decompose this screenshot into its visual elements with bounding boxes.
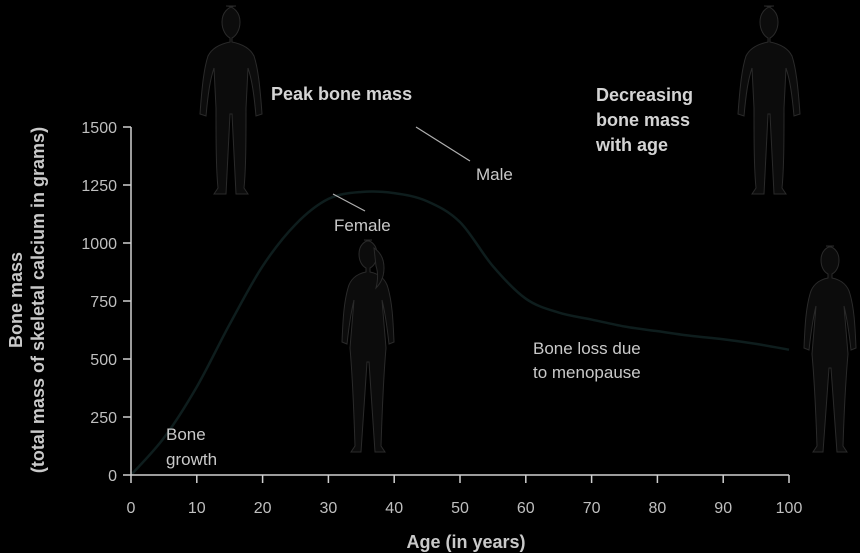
x-tick-label: 40 xyxy=(385,500,403,517)
x-tick-label: 60 xyxy=(517,500,535,517)
male-silhouette-old xyxy=(737,5,801,195)
y-tick-label: 0 xyxy=(108,468,117,485)
x-tick-label: 30 xyxy=(320,500,338,517)
annotation-bone-loss-2: to menopause xyxy=(533,363,641,382)
x-axis-title: Age (in years) xyxy=(406,532,525,552)
annotation-male: Male xyxy=(476,165,513,184)
x-tick-label: 0 xyxy=(127,500,136,517)
annotation-decreasing-3: with age xyxy=(595,135,668,155)
y-tick-label: 500 xyxy=(90,352,117,369)
y-ticks: 0 250 500 750 1000 1250 1500 xyxy=(81,120,131,485)
female-silhouette-old xyxy=(803,245,857,453)
x-tick-label: 90 xyxy=(714,500,732,517)
x-tick-label: 80 xyxy=(649,500,667,517)
y-tick-label: 1250 xyxy=(81,178,117,195)
annotation-bone-growth-2: growth xyxy=(166,450,217,469)
female-pointer xyxy=(332,193,366,212)
x-ticks: 0 10 20 30 40 50 60 70 80 90 100 xyxy=(127,475,803,517)
female-silhouette-young xyxy=(341,239,395,453)
x-tick-label: 100 xyxy=(776,500,803,517)
x-tick-label: 70 xyxy=(583,500,601,517)
bone-mass-curve xyxy=(130,190,790,476)
annotation-female: Female xyxy=(334,216,391,235)
annotation-bone-growth-1: Bone xyxy=(166,425,206,444)
y-tick-label: 1500 xyxy=(81,120,117,137)
x-tick-label: 10 xyxy=(188,500,206,517)
y-tick-label: 250 xyxy=(90,410,117,427)
annotation-peak-bone-mass: Peak bone mass xyxy=(271,84,412,104)
x-tick-label: 20 xyxy=(254,500,272,517)
y-tick-label: 750 xyxy=(90,294,117,311)
male-silhouette-young xyxy=(199,5,263,195)
annotation-decreasing-2: bone mass xyxy=(596,110,690,130)
annotation-bone-loss-1: Bone loss due xyxy=(533,339,641,358)
y-axis-title-line2: (total mass of skeletal calcium in grams… xyxy=(28,127,48,473)
annotation-decreasing-1: Decreasing xyxy=(596,85,693,105)
y-axis-title-line1: Bone mass xyxy=(6,252,26,348)
y-tick-label: 1000 xyxy=(81,236,117,253)
male-pointer xyxy=(415,126,471,162)
x-tick-label: 50 xyxy=(451,500,469,517)
